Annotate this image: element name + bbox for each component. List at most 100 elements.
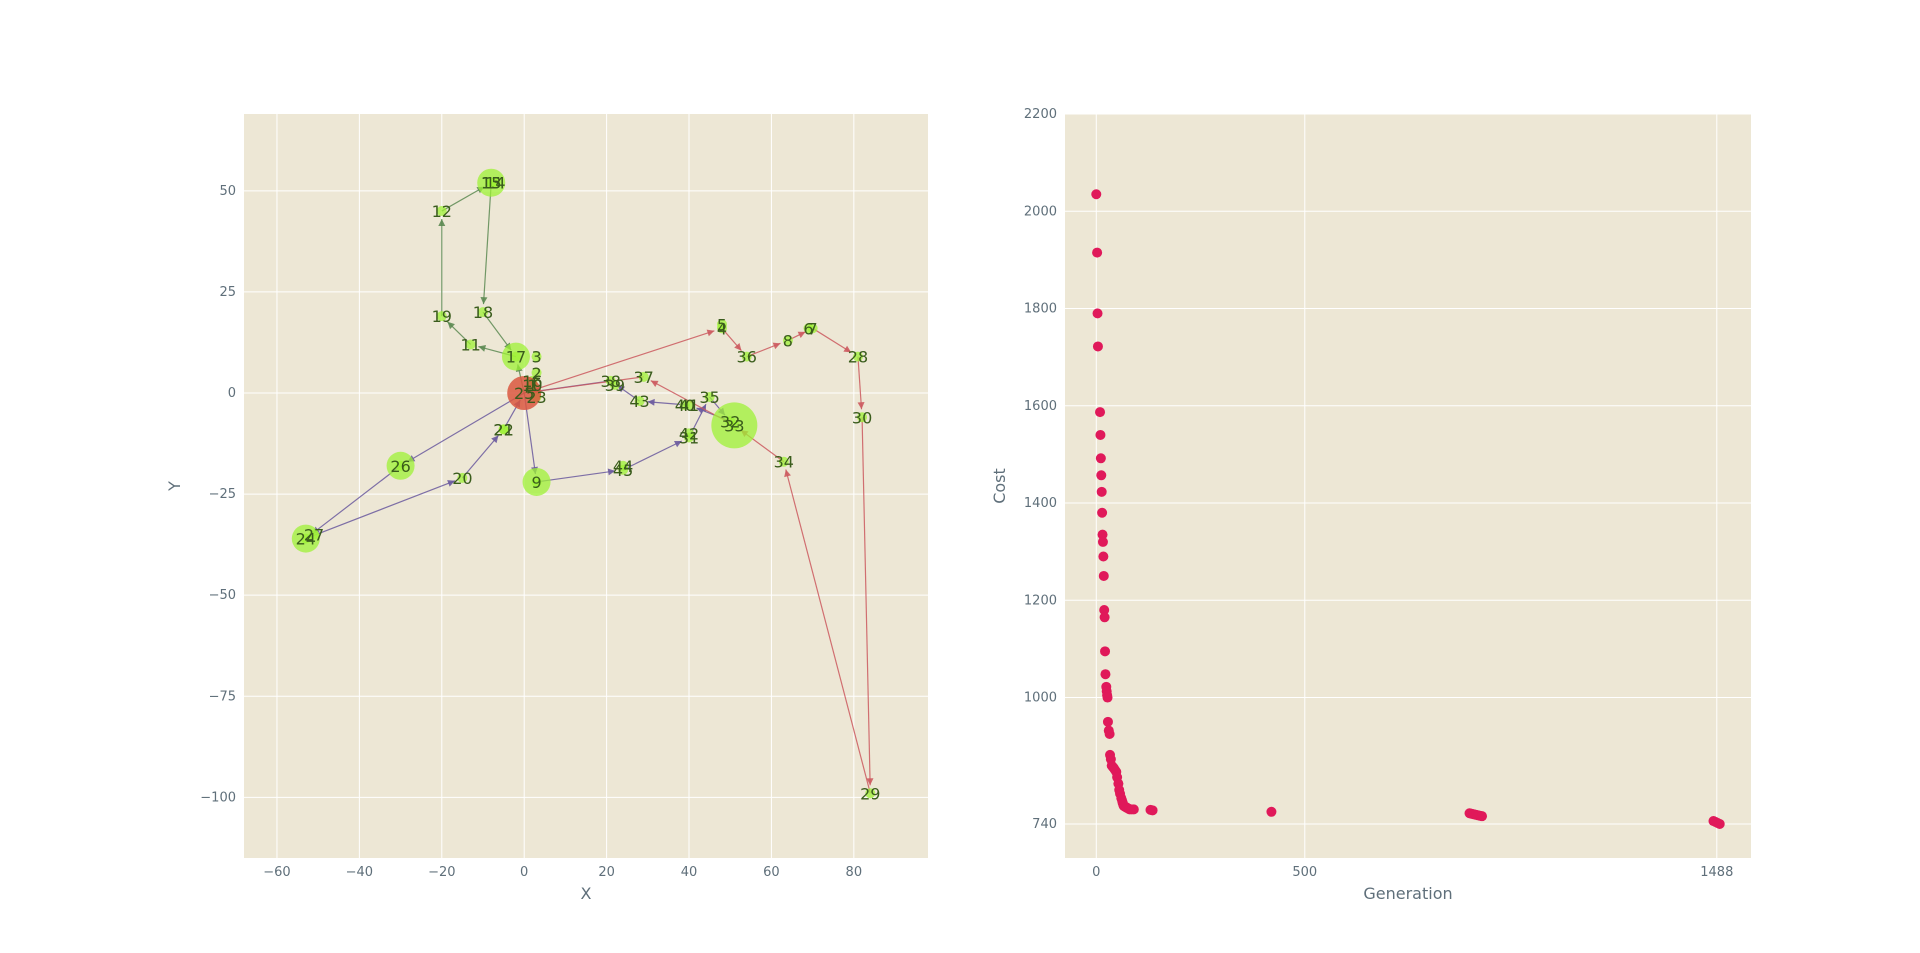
customer-label: 20 bbox=[452, 469, 472, 488]
customer-label: 37 bbox=[634, 368, 654, 387]
route-arrowhead bbox=[772, 342, 781, 350]
route-arrowhead bbox=[866, 778, 874, 786]
y-tick-label: 2200 bbox=[1024, 107, 1057, 122]
cost-point bbox=[1092, 247, 1103, 258]
customer-label: 36 bbox=[737, 348, 757, 367]
cost-point bbox=[1128, 804, 1139, 815]
customer-label: 31 bbox=[679, 428, 699, 447]
cost-point bbox=[1095, 407, 1106, 418]
customer-label: 34 bbox=[774, 453, 794, 472]
customer-label: 5 bbox=[717, 315, 727, 334]
route-segment bbox=[861, 417, 871, 786]
customer-marker bbox=[465, 339, 476, 350]
cost-point bbox=[1098, 551, 1109, 562]
cost-history-x-axis-label: Generation bbox=[1363, 884, 1452, 903]
customer-label: 43 bbox=[629, 392, 649, 411]
customer-label: 4 bbox=[717, 319, 727, 338]
customer-marker bbox=[457, 472, 468, 483]
customer-marker bbox=[741, 351, 752, 362]
customer-marker bbox=[609, 379, 620, 390]
customer-label: 19 bbox=[432, 307, 452, 326]
route-segment bbox=[311, 465, 401, 535]
route-arrowhead bbox=[696, 407, 705, 414]
y-tick-label: 1800 bbox=[1024, 302, 1057, 317]
x-tick-label: 0 bbox=[520, 865, 528, 880]
cost-history-plot-area bbox=[1065, 114, 1751, 858]
customer-label: 35 bbox=[699, 388, 719, 407]
cost-point bbox=[1095, 453, 1106, 464]
customer-label: 40 bbox=[675, 396, 695, 415]
cost-point bbox=[1097, 529, 1108, 540]
customer-marker bbox=[684, 400, 695, 411]
customer-label: 18 bbox=[473, 303, 493, 322]
cost-point bbox=[1100, 646, 1111, 657]
customer-label: 11 bbox=[460, 335, 480, 354]
route-map-gridlines bbox=[244, 114, 928, 858]
route-segment bbox=[812, 327, 852, 353]
route-arrowhead bbox=[797, 331, 806, 339]
customer-marker bbox=[704, 392, 715, 403]
route-arrowhead bbox=[647, 398, 655, 406]
customer-marker bbox=[531, 367, 542, 378]
customer-marker bbox=[618, 464, 629, 475]
customer-label: 13 bbox=[481, 174, 501, 193]
cost-point bbox=[1095, 429, 1106, 440]
customer-label: 41 bbox=[679, 396, 699, 415]
customer-marker-large bbox=[477, 168, 506, 197]
customer-label: 22 bbox=[493, 420, 513, 439]
customer-marker bbox=[477, 307, 488, 318]
customer-label: 29 bbox=[860, 784, 880, 803]
x-tick-label: 0 bbox=[1092, 865, 1100, 880]
cost-history-panel: 0 500 14882200200018001600140012001000740 … bbox=[990, 107, 1751, 903]
customer-marker bbox=[498, 424, 509, 435]
cost-point bbox=[1100, 669, 1111, 680]
cost-point bbox=[1092, 341, 1103, 352]
customer-label: 2 bbox=[531, 364, 541, 383]
route-segment bbox=[461, 435, 499, 479]
customer-label: 9 bbox=[531, 473, 541, 492]
cost-point bbox=[1092, 308, 1103, 319]
route-arrowhead bbox=[784, 469, 791, 478]
cost-point bbox=[1099, 612, 1110, 623]
cost-point bbox=[1096, 470, 1107, 481]
customer-label: 21 bbox=[493, 420, 513, 439]
route-segment bbox=[785, 469, 871, 794]
y-tick-label: 2000 bbox=[1024, 204, 1057, 219]
customer-label: 10 bbox=[522, 376, 542, 395]
route-segment bbox=[482, 182, 492, 305]
route-arrowhead bbox=[491, 435, 499, 444]
route-arrowhead bbox=[438, 219, 446, 227]
cost-history-gridlines bbox=[1065, 113, 1751, 858]
route-segment bbox=[407, 392, 525, 463]
route-arrowhead bbox=[734, 343, 742, 351]
customer-label: 1 bbox=[527, 376, 537, 395]
customer-marker bbox=[684, 428, 695, 439]
x-tick-label: 1488 bbox=[1700, 865, 1733, 880]
x-tick-label: −60 bbox=[263, 865, 290, 880]
route-segment bbox=[857, 356, 863, 410]
y-tick-label: −25 bbox=[209, 487, 236, 502]
customer-marker-large bbox=[522, 467, 551, 496]
customer-label: 16 bbox=[522, 372, 542, 391]
customer-label: 26 bbox=[390, 457, 410, 476]
y-tick-label: 1000 bbox=[1024, 691, 1057, 706]
cost-points bbox=[1091, 189, 1725, 829]
y-tick-label: 740 bbox=[1032, 817, 1057, 832]
route-arrowhead bbox=[843, 345, 852, 353]
cost-point bbox=[1091, 189, 1102, 200]
customer-label: 14 bbox=[485, 174, 505, 193]
x-tick-label: −20 bbox=[428, 865, 455, 880]
cost-point bbox=[1477, 811, 1488, 822]
customer-marker-large bbox=[386, 451, 415, 480]
customer-marker bbox=[531, 351, 542, 362]
x-tick-label: −40 bbox=[346, 865, 373, 880]
customer-label: 8 bbox=[783, 331, 793, 350]
customer-marker bbox=[782, 335, 793, 346]
route-arrowhead bbox=[857, 402, 865, 410]
cost-point bbox=[1714, 818, 1725, 829]
route-segment bbox=[524, 330, 715, 394]
customer-marker bbox=[778, 456, 789, 467]
